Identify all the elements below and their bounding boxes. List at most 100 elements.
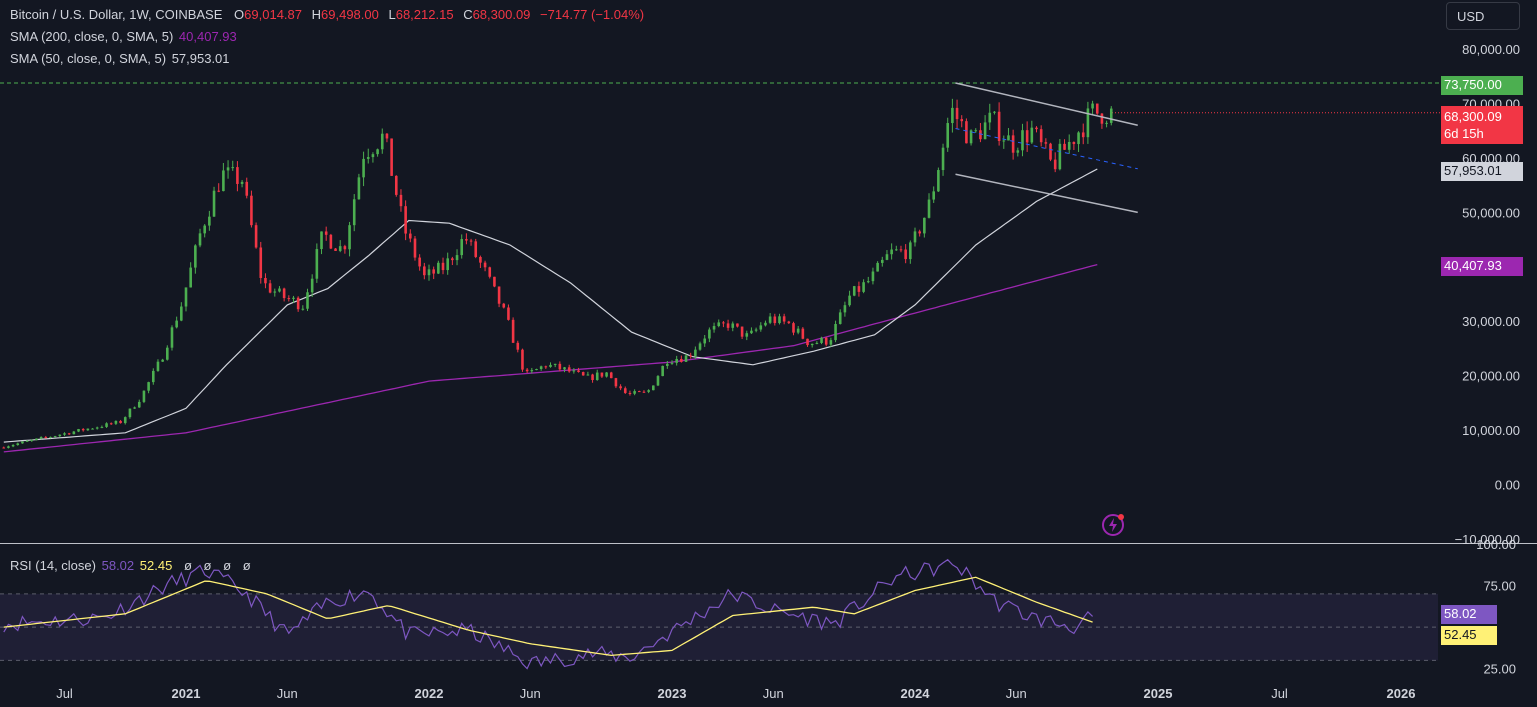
candle-body — [609, 372, 613, 379]
candle-body — [605, 372, 608, 377]
candle-body — [390, 138, 393, 176]
candle-body — [362, 158, 365, 178]
candle-body — [250, 195, 253, 226]
sma200-label: SMA (200, close, 0, SMA, 5) — [10, 29, 174, 44]
candle-body — [521, 349, 524, 370]
candle-body — [282, 288, 286, 299]
candle-body — [955, 107, 959, 120]
candle-body — [1044, 142, 1048, 144]
rsi-legend[interactable]: RSI (14, close) 58.02 52.45 ø ø ø ø — [10, 557, 253, 574]
candle-body — [717, 322, 721, 327]
candle-body — [212, 190, 216, 217]
candle-body — [675, 358, 678, 363]
candle-body — [35, 438, 38, 440]
candle-body — [1063, 143, 1066, 150]
candle-body — [637, 391, 641, 393]
candle-body — [927, 199, 931, 218]
candle-body — [759, 325, 763, 330]
candle-body — [16, 443, 20, 446]
candle-body — [946, 123, 950, 148]
candle-body — [268, 283, 272, 293]
candle-body — [2, 447, 6, 449]
candle-body — [63, 433, 66, 435]
candle-body — [960, 119, 964, 122]
sma200-line — [3, 263, 1098, 453]
candle-body — [483, 262, 487, 268]
candle-body — [993, 111, 996, 113]
low-label: L — [388, 7, 396, 22]
candle-body — [1053, 159, 1057, 170]
candle-body — [376, 149, 379, 155]
candle-body — [1007, 135, 1010, 141]
y-tick-label: 10,000.00 — [1462, 423, 1520, 438]
candle-body — [1025, 130, 1029, 143]
candle-body — [95, 427, 99, 429]
candle-body — [754, 329, 758, 331]
candle-body — [296, 297, 300, 310]
sma50-legend[interactable]: SMA (50, close, 0, SMA, 5) 57,953.01 — [10, 50, 232, 67]
candle-body — [1091, 103, 1094, 109]
candle-body — [493, 276, 496, 287]
candle-body — [315, 249, 319, 279]
x-tick-label: Jul — [56, 686, 73, 701]
candle-body — [829, 340, 833, 345]
candle-body — [820, 337, 823, 343]
candle-body — [703, 338, 707, 344]
candle-body — [343, 246, 347, 250]
candle-body — [1002, 140, 1006, 142]
candle-body — [773, 316, 777, 324]
x-tick-label: 2023 — [658, 686, 687, 701]
candle-body — [848, 295, 851, 306]
candle-body — [357, 177, 361, 200]
candle-body — [1067, 141, 1071, 150]
candle-body — [455, 255, 459, 261]
candle-body — [399, 194, 403, 207]
candle-body — [591, 374, 594, 380]
sma50-value: 57,953.01 — [171, 51, 230, 66]
currency-button[interactable]: USD — [1446, 2, 1520, 30]
high-value: 69,498.00 — [321, 7, 379, 22]
close-value: 68,300.09 — [472, 7, 531, 22]
candle-body — [231, 167, 235, 169]
candle-body — [128, 408, 132, 418]
candle-body — [581, 372, 585, 376]
candle-body — [876, 262, 879, 272]
candle-body — [413, 238, 417, 258]
candle-body — [1016, 150, 1020, 153]
candle-body — [437, 262, 440, 274]
candle-body — [708, 329, 711, 339]
candle-body — [544, 366, 548, 368]
x-tick-label: 2022 — [415, 686, 444, 701]
candle-body — [469, 240, 473, 242]
candle-body — [909, 242, 912, 260]
rsi-tick-label: 75.00 — [1483, 579, 1516, 594]
sma200-legend[interactable]: SMA (200, close, 0, SMA, 5) 40,407.93 — [10, 28, 239, 45]
rsi-band — [0, 593, 1438, 661]
candle-body — [745, 333, 749, 337]
candle-body — [161, 359, 164, 362]
candle-body — [1109, 108, 1113, 123]
candle-body — [44, 437, 48, 439]
lightning-icon[interactable] — [1101, 513, 1125, 537]
y-tick-label: 0.00 — [1495, 478, 1520, 493]
candle-body — [740, 326, 744, 337]
candle-body — [497, 286, 501, 304]
candle-body — [310, 278, 314, 293]
candle-body — [736, 323, 739, 327]
candle-body — [937, 170, 940, 192]
candle-body — [553, 363, 557, 365]
candle-body — [81, 429, 85, 431]
candle-body — [236, 167, 239, 184]
candle-body — [254, 225, 258, 248]
x-tick-label: Jun — [520, 686, 541, 701]
candle-body — [222, 170, 225, 192]
rsi-extra-3: ø — [223, 558, 232, 573]
candle-body — [633, 391, 636, 394]
candle-body — [1077, 132, 1080, 145]
candle-body — [722, 322, 725, 324]
candle-body — [77, 429, 80, 432]
price-badge-value: 68,300.09 — [1444, 109, 1502, 124]
candle-body — [474, 241, 478, 257]
candle-body — [7, 446, 10, 448]
